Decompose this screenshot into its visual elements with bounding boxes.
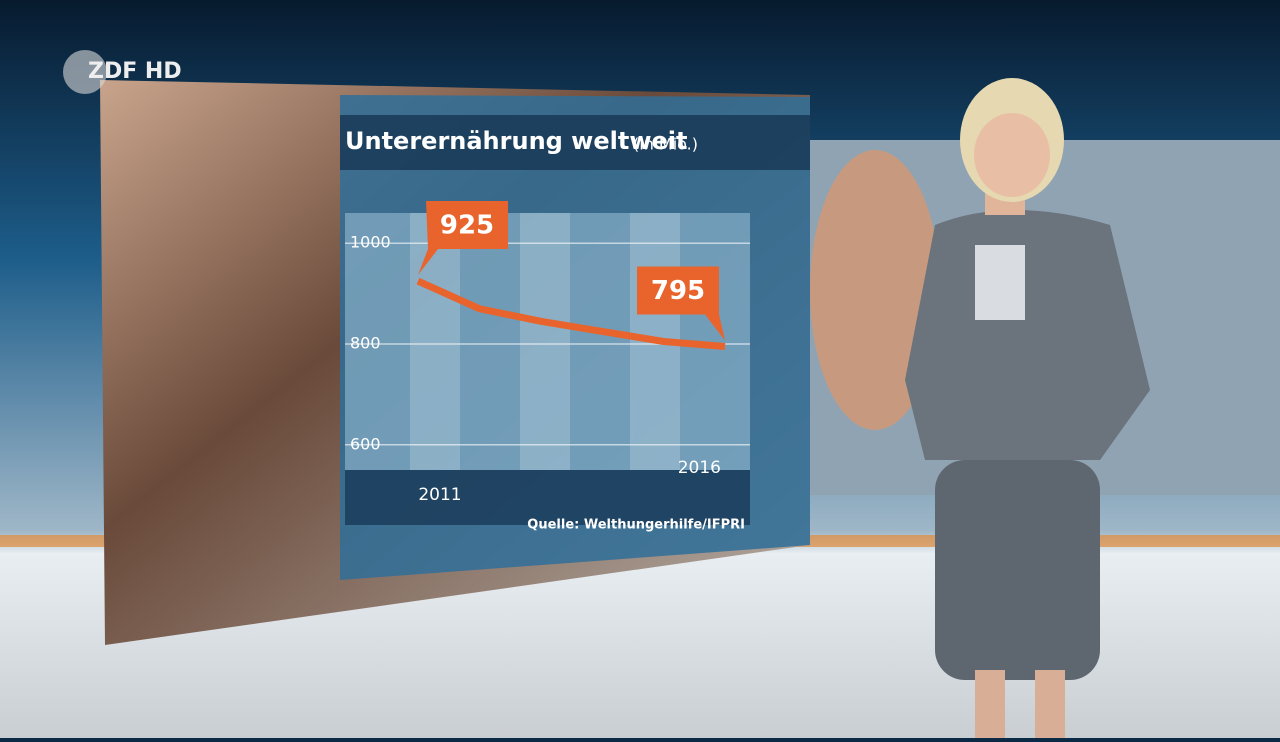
chart-subtitle: (in Mio.)	[633, 135, 698, 154]
channel-logo: ZDF HD	[88, 59, 182, 84]
y-tick-label: 800	[350, 334, 381, 353]
callout-box	[418, 201, 508, 276]
y-tick-label: 600	[350, 434, 381, 453]
presenter	[905, 78, 1150, 738]
chart-title: Unterernährung weltweit	[345, 127, 687, 155]
callout-box	[637, 266, 725, 341]
data-line	[416, 277, 726, 351]
data-label: 795	[651, 276, 705, 306]
title-bar	[340, 115, 810, 170]
chart-source: Quelle: Welthungerhilfe/IFPRI	[527, 518, 745, 533]
logo-disc	[63, 50, 107, 94]
x-tick-label: 2016	[678, 458, 721, 478]
x-axis-band	[345, 470, 750, 525]
plot: 600 800 1000 2011 2016 925 795	[345, 201, 750, 505]
wall-portrait	[810, 150, 940, 430]
y-tick-label: 1000	[350, 233, 391, 252]
data-label: 925	[440, 211, 494, 241]
x-tick-label: 2011	[418, 485, 461, 505]
grid-stripes	[410, 213, 680, 470]
